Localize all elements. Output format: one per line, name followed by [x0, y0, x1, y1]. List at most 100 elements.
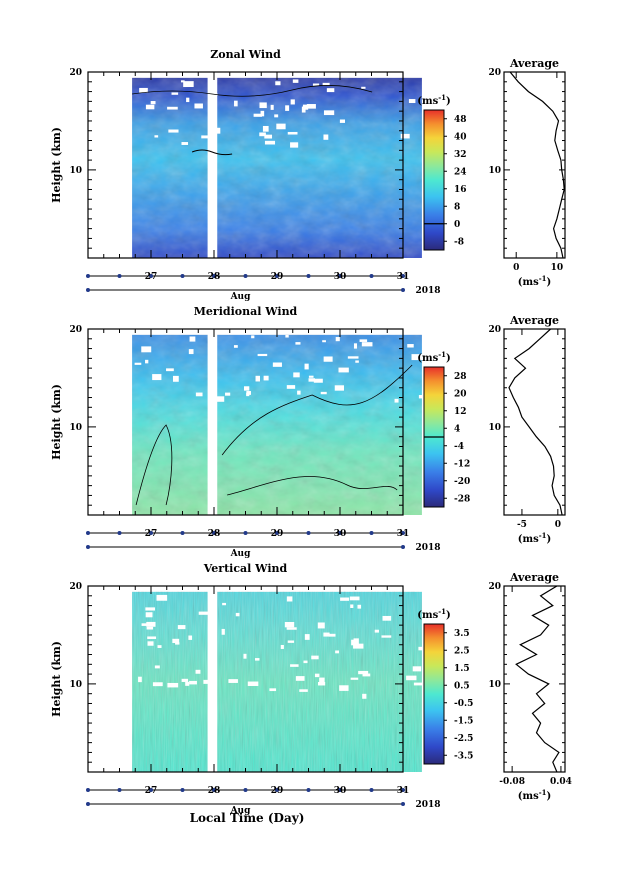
average-x-tick-label: -5: [517, 520, 527, 530]
missing-data-patch: [304, 363, 309, 370]
missing-data-patch: [201, 135, 209, 139]
missing-data-patch: [216, 396, 225, 402]
panel-1: Zonal Wind 10 20 Height (km) 27 28 29 30 31 Aug 20…: [50, 48, 566, 302]
date-axis-marker: [86, 788, 90, 792]
missing-data-patch: [275, 81, 281, 86]
missing-data-patch: [172, 375, 179, 382]
month-axis-marker: [401, 288, 405, 292]
missing-data-patch: [264, 140, 276, 145]
missing-data-patch: [180, 80, 185, 83]
field-texture-right: [217, 77, 422, 258]
panel-3: Vertical Wind 10 20 Height (km) 27 28 29 30 31 Au…: [50, 562, 572, 816]
x-tick-label: 31: [397, 786, 410, 796]
average-frame: [503, 71, 566, 259]
colorbar-tick-label: -12: [454, 459, 470, 469]
month-label: Aug: [230, 549, 252, 559]
missing-data-patch: [323, 632, 330, 637]
year-label: 2018: [415, 286, 440, 296]
average-y-tick-label: 10: [488, 423, 501, 433]
missing-data-patch: [272, 362, 282, 367]
missing-data-patch: [350, 677, 359, 680]
y-tick-label: 10: [69, 680, 82, 690]
missing-data-patch: [254, 658, 260, 661]
date-axis-marker: [243, 274, 248, 278]
date-axis-marker: [306, 788, 311, 792]
missing-data-patch: [329, 633, 336, 637]
panel-title: Meridional Wind: [194, 305, 298, 318]
missing-data-patch: [362, 673, 371, 677]
colorbar-tick-label: 48: [454, 115, 467, 125]
average-title: Average: [509, 571, 559, 584]
year-label: 2018: [415, 800, 440, 810]
missing-data-patch: [313, 378, 323, 383]
month-axis-marker: [86, 802, 90, 806]
average-x-tick-label: 0: [555, 520, 561, 530]
colorbar-unit: (ms-1): [417, 93, 450, 107]
x-tick-label: 30: [334, 272, 347, 282]
missing-data-patch: [260, 110, 265, 117]
colorbar-unit: (ms-1): [417, 350, 450, 364]
missing-data-patch: [183, 81, 194, 88]
date-axis-marker: [243, 531, 248, 535]
colorbar-tick-label: -0.5: [454, 699, 473, 709]
missing-data-patch: [139, 87, 148, 93]
x-tick-label: 29: [271, 272, 284, 282]
missing-data-patch: [167, 106, 178, 110]
missing-data-patch: [319, 677, 325, 683]
missing-data-patch: [357, 604, 362, 609]
missing-data-patch: [225, 392, 231, 396]
missing-data-patch: [188, 635, 193, 640]
date-axis-marker: [401, 274, 405, 278]
missing-data-patch: [308, 375, 314, 378]
month-axis-marker: [401, 545, 405, 549]
missing-data-patch: [362, 693, 367, 699]
colorbar-tick-label: -4: [454, 442, 464, 452]
colorbar-tick-label: 8: [454, 202, 460, 212]
heatmap-field: [132, 586, 425, 772]
missing-data-patch: [181, 678, 189, 682]
zero-contour: [221, 364, 413, 456]
missing-data-patch: [141, 623, 147, 626]
date-axis-marker: [338, 531, 342, 535]
panel-title: Vertical Wind: [203, 562, 288, 575]
missing-data-patch: [353, 643, 364, 649]
missing-data-patch: [235, 612, 240, 617]
missing-data-patch: [234, 100, 238, 107]
missing-data-patch: [262, 125, 269, 132]
colorbar-tick-label: 40: [454, 132, 467, 142]
missing-data-patch: [293, 372, 300, 378]
average-profile-line: [509, 71, 565, 259]
missing-data-patch: [413, 682, 423, 686]
missing-data-patch: [326, 88, 335, 93]
missing-data-patch: [203, 679, 212, 684]
y-axis-label: Height (km): [50, 641, 63, 717]
missing-data-patch: [177, 625, 186, 630]
missing-data-patch: [406, 675, 417, 681]
month-axis-marker: [86, 288, 90, 292]
missing-data-patch: [361, 342, 373, 347]
missing-data-patch: [150, 101, 156, 105]
colorbar-tick-label: -2.5: [454, 734, 473, 744]
missing-data-patch: [411, 354, 423, 361]
colorbar-tick-label: -1.5: [454, 716, 473, 726]
date-axis-marker: [180, 531, 185, 535]
missing-data-patch: [243, 653, 247, 659]
missing-data-patch: [228, 679, 238, 683]
average-profile-line: [508, 328, 563, 516]
date-axis-marker: [180, 788, 185, 792]
date-axis-marker: [275, 531, 279, 535]
date-axis-marker: [212, 788, 216, 792]
missing-data-patch: [340, 597, 350, 601]
x-tick-label: 27: [145, 529, 158, 539]
missing-data-patch: [147, 641, 154, 646]
missing-data-patch: [145, 104, 155, 110]
missing-data-patch: [274, 114, 279, 118]
missing-data-patch: [280, 644, 284, 649]
missing-data-patch: [286, 596, 293, 602]
missing-data-patch: [247, 681, 259, 686]
y-tick-label: 10: [69, 423, 82, 433]
missing-data-patch: [358, 670, 369, 675]
missing-data-patch: [350, 604, 354, 608]
x-tick-label: 29: [271, 786, 284, 796]
missing-data-patch: [351, 639, 357, 646]
